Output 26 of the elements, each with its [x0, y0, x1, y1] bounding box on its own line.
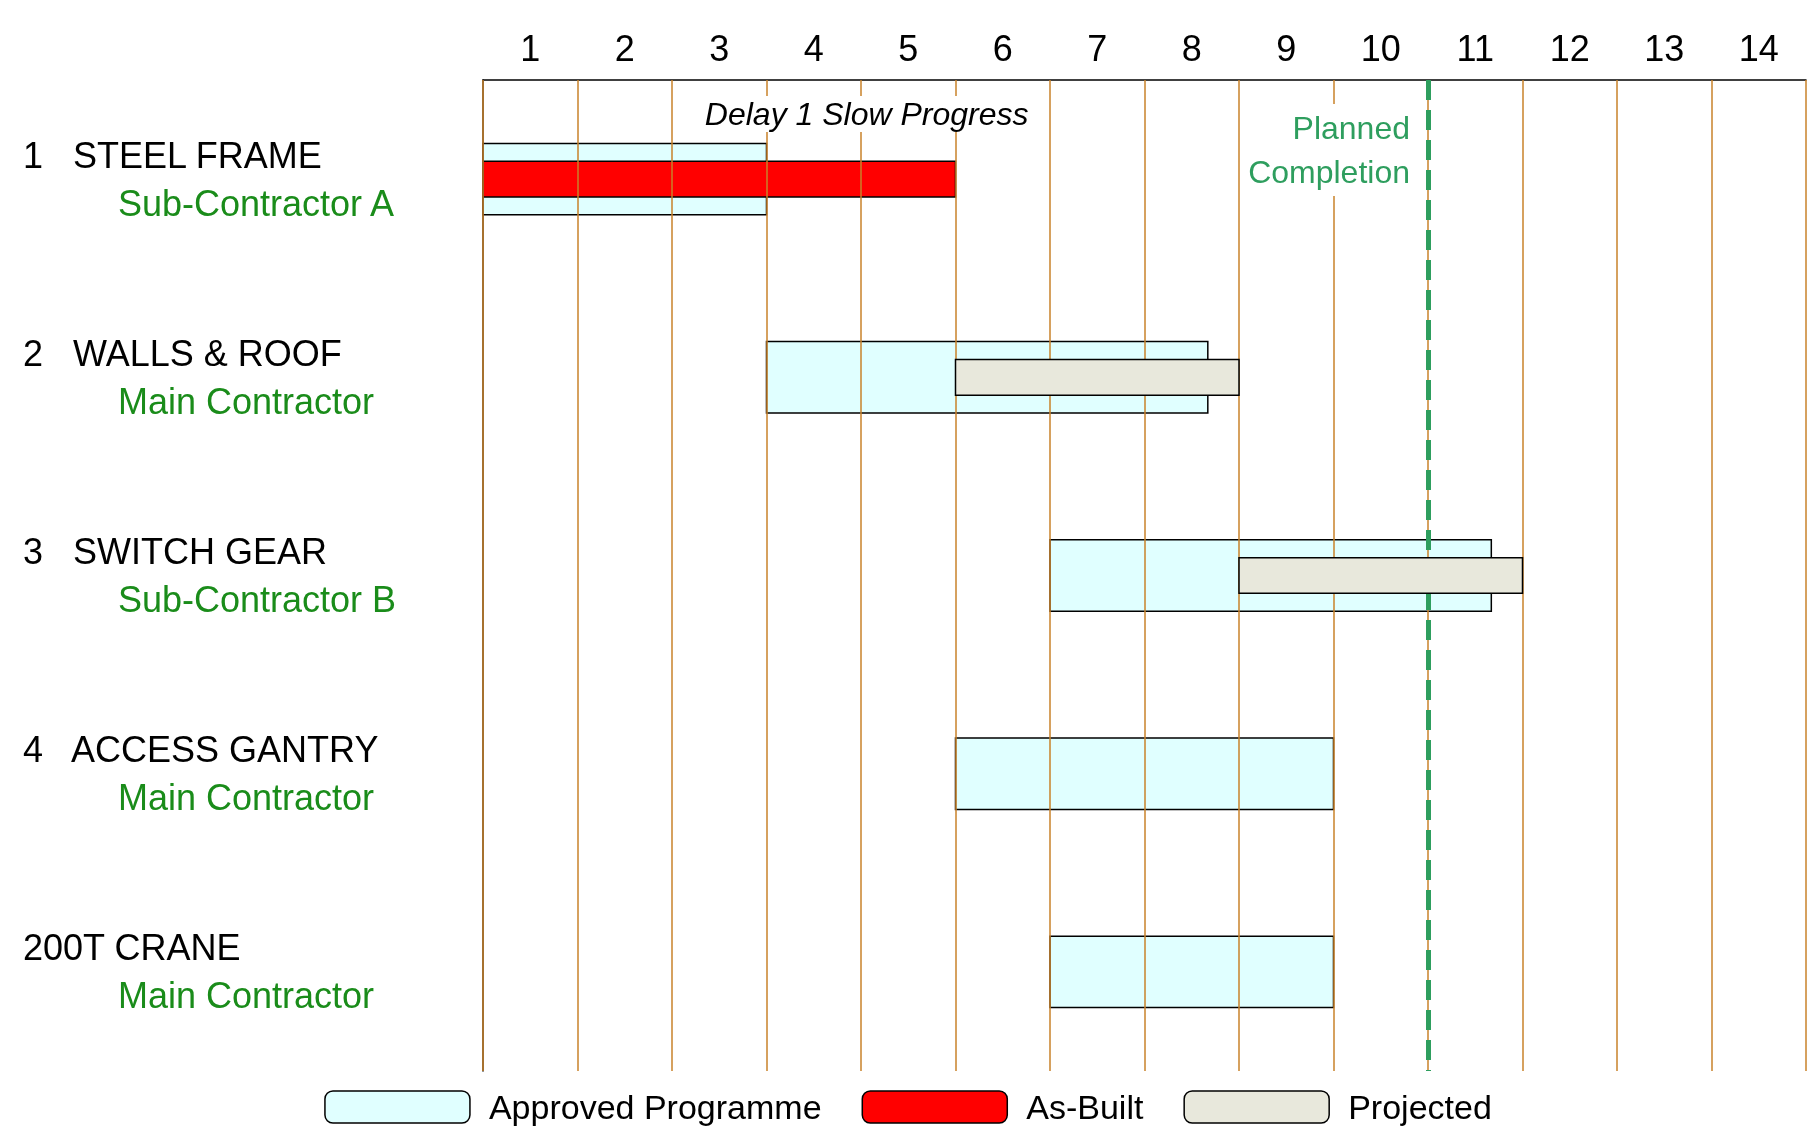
x-tick-label: 2 [614, 27, 635, 69]
x-tick-label: 5 [898, 27, 919, 69]
y-tick-label: 2 WALLS & ROOF Main Contractor [23, 332, 375, 422]
x-tick-label: 11 [1456, 27, 1494, 69]
legend-label: Projected [1348, 1088, 1492, 1126]
ref-line-label: Planned Completion [1248, 110, 1410, 190]
x-tick-label: 7 [1087, 27, 1108, 69]
x-tick-label: 13 [1644, 27, 1685, 69]
bar [1049, 935, 1335, 1009]
x-tick-label: 10 [1360, 27, 1401, 69]
y-tick-label: 200T CRANE Main Contractor [23, 927, 375, 1017]
legend-label: Approved Programme [488, 1088, 822, 1126]
x-tick-label: 3 [709, 27, 730, 69]
x-tick-label: 1 [520, 27, 541, 69]
x-tick-label: 6 [992, 27, 1013, 69]
x-tick-label: 4 [803, 27, 824, 69]
legend-label: As-Built [1026, 1088, 1144, 1126]
x-tick-label: 8 [1181, 27, 1202, 69]
y-tick-label: 4 ACCESS GANTRY Main Contractor [23, 729, 379, 819]
bar [954, 737, 1335, 811]
y-tick-label: 3 SWITCH GEAR Sub-Contractor B [23, 531, 397, 620]
x-tick-label: 14 [1738, 27, 1779, 69]
x-tick-label: 12 [1549, 27, 1590, 69]
y-tick-label: 1 STEEL FRAME Sub-Contractor A [23, 134, 395, 224]
x-tick-label: 9 [1276, 27, 1297, 69]
annotation: Delay 1 Slow Progress [704, 96, 1029, 132]
